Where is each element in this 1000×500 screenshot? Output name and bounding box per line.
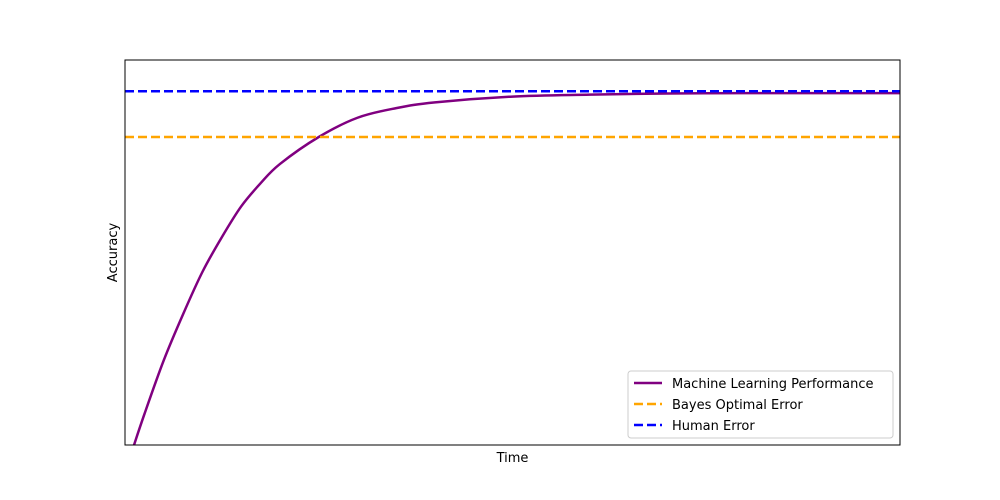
legend-box xyxy=(627,370,894,439)
legend-label-bayes-optimal-error: Bayes Optimal Error xyxy=(672,398,803,413)
series-line-machine-learning-performance xyxy=(132,91,900,445)
legend-label-human-error: Human Error xyxy=(672,419,755,434)
series-layer xyxy=(125,89,900,445)
x-axis-label: Time xyxy=(496,451,529,466)
y-axis-label: Accuracy xyxy=(106,223,121,283)
legend: Machine Learning Performance Bayes Optim… xyxy=(627,370,894,439)
legend-label-machine-learning-performance: Machine Learning Performance xyxy=(672,377,874,392)
plot-area-frame xyxy=(124,59,901,446)
